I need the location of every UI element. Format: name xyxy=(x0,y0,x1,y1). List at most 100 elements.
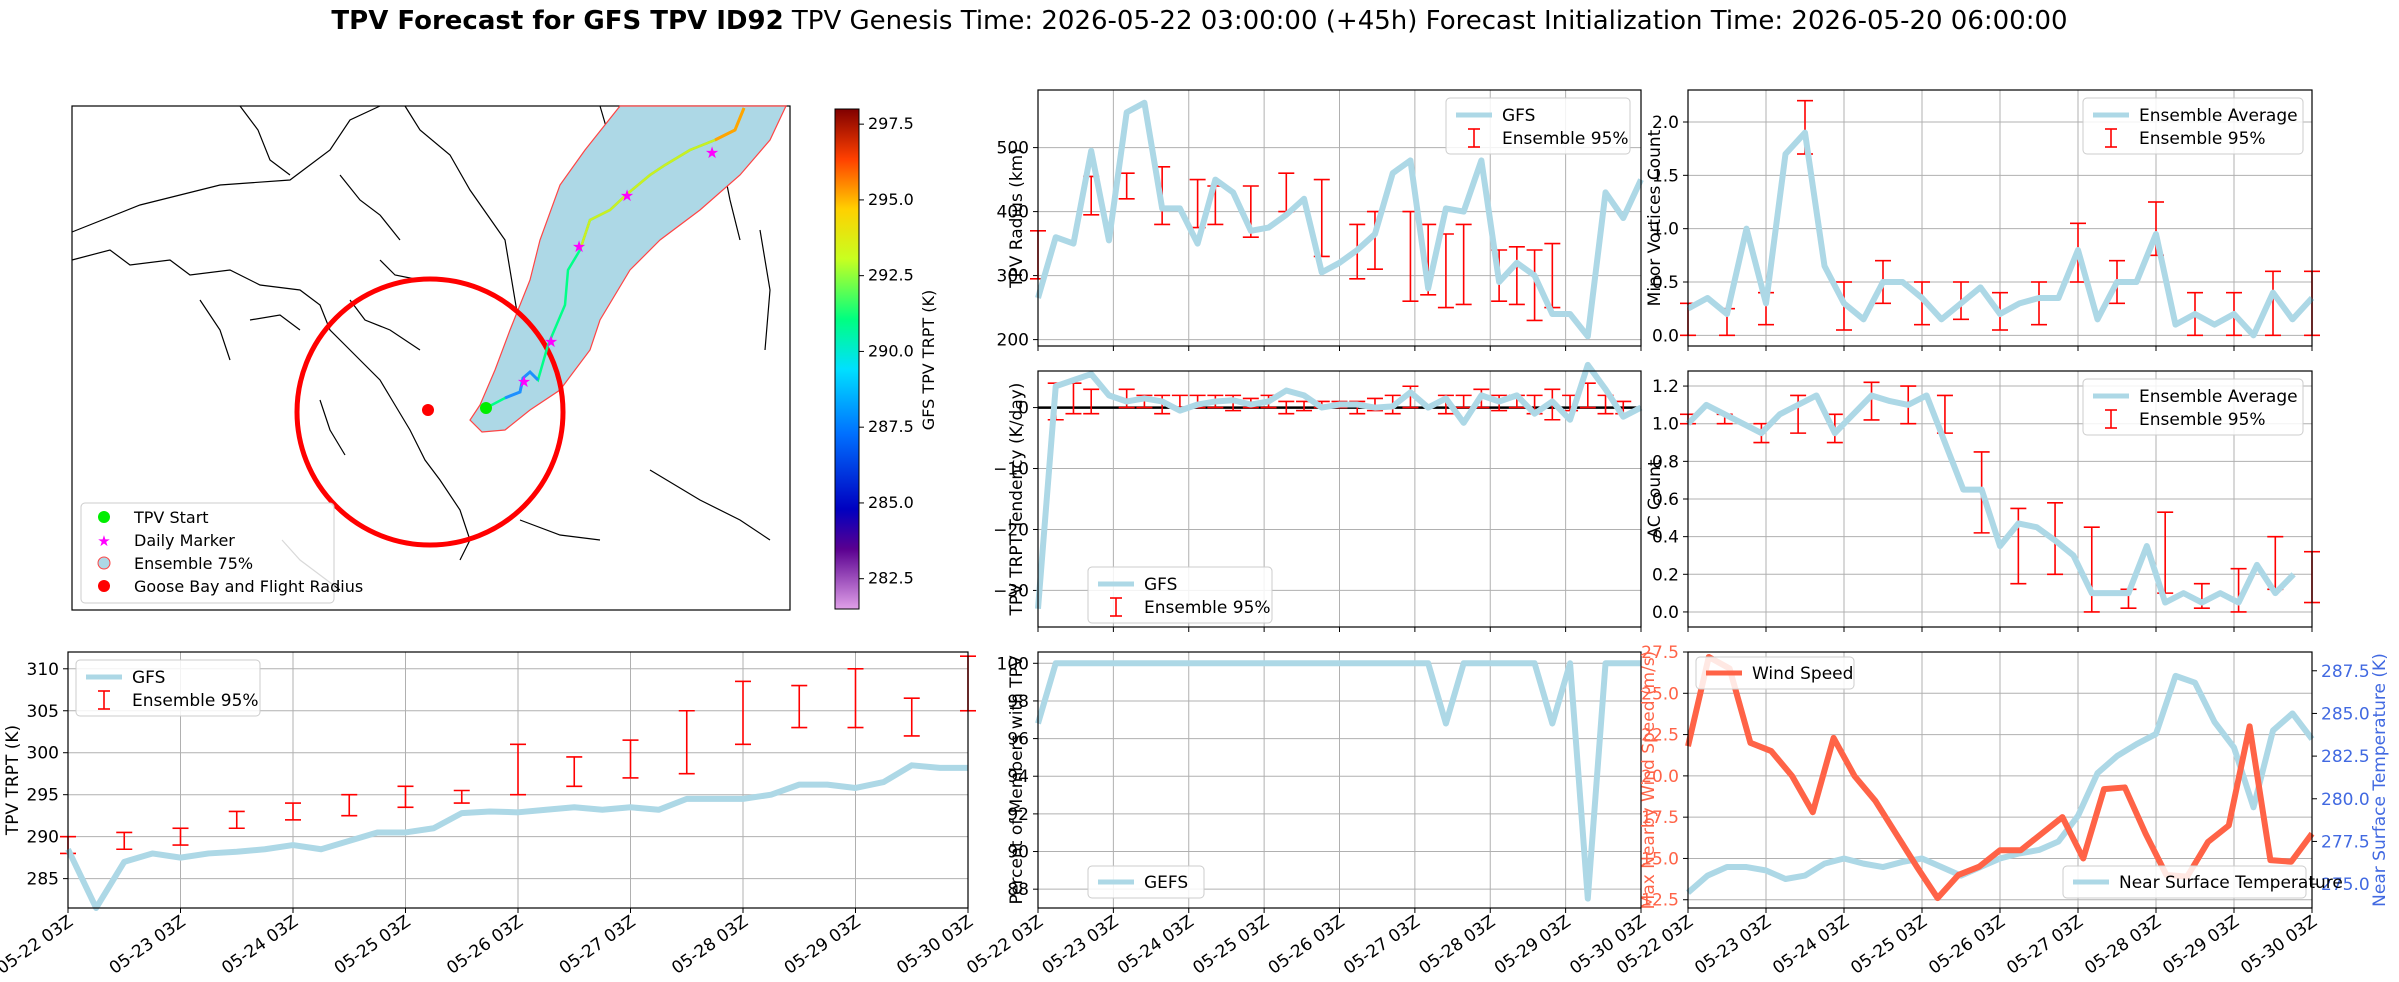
wind-speed-line xyxy=(1685,653,2315,902)
y-tick-label: 100 xyxy=(997,654,1029,674)
ac-count-panel: 0.0 0.2 0.4 0.6 0.8 1.0 1.2 AC Count Ensemble Av… xyxy=(1645,370,2320,632)
y-tick-label: 25.0 xyxy=(1641,684,1679,704)
wind-temperature-panel: 12.515.017.520.022.525.027.505-22 03Z05-… xyxy=(1613,643,2390,979)
y-tick-label: 1.0 xyxy=(1652,415,1679,435)
legend-label: Wind Speed xyxy=(1752,664,1853,684)
plot-frame xyxy=(1687,370,2313,628)
tpv-start-marker xyxy=(480,402,492,414)
y-axis-label: TPV TRPT (K) xyxy=(3,725,23,836)
daily-marker: ★ xyxy=(705,143,719,162)
y-tick-label: 310 xyxy=(27,660,59,680)
y2-tick-label: 280.0 xyxy=(2321,790,2370,810)
y-axis-label: TPV Radius (km) xyxy=(1007,148,1027,289)
plot-frame xyxy=(1037,651,1642,909)
tpv-track-cold xyxy=(504,369,540,400)
x-tick-label: 05-27 03Z xyxy=(1340,912,1424,979)
x-tick-label: 05-26 03Z xyxy=(443,912,527,979)
x-tick-label: 05-23 03Z xyxy=(1691,912,1775,979)
y-tick-label: 1.0 xyxy=(1652,220,1679,240)
legend-box xyxy=(1695,656,1855,690)
y-tick-label: 90 xyxy=(1007,843,1029,863)
y-tick-label: 0.2 xyxy=(1652,565,1679,585)
daily-marker: ★ xyxy=(517,372,531,391)
y-tick-label: 300 xyxy=(27,744,59,764)
legend-label: Ensemble 95% xyxy=(132,691,259,711)
y-tick-label: 290 xyxy=(27,828,59,848)
y-tick-label: 0.0 xyxy=(1652,603,1679,623)
y-tick-label: 15.0 xyxy=(1641,849,1679,869)
y-tick-label: 285 xyxy=(27,870,59,890)
legend-label: Goose Bay and Flight Radius xyxy=(134,577,363,596)
y-tick-label: −10 xyxy=(993,460,1029,480)
gefs-line xyxy=(1035,660,1641,902)
y-axis-label: Percent of Members with TPV xyxy=(1007,655,1027,904)
y-tick-label: 0.4 xyxy=(1652,528,1679,548)
legend-label: Ensemble 95% xyxy=(2139,410,2266,430)
legend-box xyxy=(1445,97,1631,155)
plot-frame xyxy=(1037,370,1642,628)
y-tick-label: 305 xyxy=(27,702,59,722)
y-tick-label: 92 xyxy=(1007,805,1029,825)
x-tick-label: 05-29 03Z xyxy=(781,912,865,979)
x-tick-label: 05-27 03Z xyxy=(2003,912,2087,979)
y-tick-label: −30 xyxy=(993,581,1029,601)
y-tick-label: 0.5 xyxy=(1652,273,1679,293)
colorbar-tick-label: 290.0 xyxy=(868,341,914,360)
y-tick-label: 20.0 xyxy=(1641,767,1679,787)
daily-marker: ★ xyxy=(620,186,634,205)
figure-title: TPV Forecast for GFS TPV ID92 TPV Genesi… xyxy=(331,6,2068,36)
y-tick-label: 88 xyxy=(1007,880,1029,900)
x-tick-label: 05-30 03Z xyxy=(893,912,977,979)
colorbar-tick-label: 285.0 xyxy=(868,493,914,512)
x-tick-label: 05-24 03Z xyxy=(1114,912,1198,979)
plot-frame xyxy=(67,651,969,909)
legend-label: Ensemble Average xyxy=(2139,106,2298,126)
legend-label: TPV Start xyxy=(133,508,209,527)
y2-tick-label: 287.5 xyxy=(2321,662,2370,682)
legend-label: GFS xyxy=(1144,575,1177,595)
colorbar-tick-label: 295.0 xyxy=(868,190,914,209)
x-tick-label: 05-23 03Z xyxy=(1039,912,1123,979)
svg-text:★: ★ xyxy=(97,532,110,550)
y-tick-label: 0.0 xyxy=(1652,326,1679,346)
y-tick-label: 98 xyxy=(1007,692,1029,712)
trpt-panel: 285 290 295 300 305 310 05-22 03Z 05-23 03Z 05-2… xyxy=(0,651,977,979)
colorbar-tick-label: 282.5 xyxy=(868,569,914,588)
colorbar-label: GFS TPV TRPT (K) xyxy=(919,290,938,430)
y-tick-label: 22.5 xyxy=(1641,726,1679,746)
gfs-line xyxy=(65,762,968,911)
tpv-track-hot xyxy=(714,107,746,142)
y-axis-label: Minor Vortices Count xyxy=(1645,129,1665,306)
y-tick-label: 0.8 xyxy=(1652,452,1679,472)
colorbar: 297.5 295.0 292.5 290.0 287.5 285.0 282.5 GFS … xyxy=(834,108,938,610)
legend-box xyxy=(1087,566,1273,624)
legend-box xyxy=(2062,865,2307,899)
legend-label: Ensemble 95% xyxy=(1502,129,1629,149)
legend-label: Near Surface Temperature xyxy=(2119,873,2343,893)
x-tick-label: 05-28 03Z xyxy=(668,912,752,979)
colorbar-tick-label: 292.5 xyxy=(868,266,914,285)
legend-label: Ensemble Average xyxy=(2139,387,2298,407)
y-tick-label: 12.5 xyxy=(1641,891,1679,911)
y-tick-label: 0 xyxy=(1018,399,1029,419)
legend-label: Ensemble 75% xyxy=(134,554,253,573)
plot-frame xyxy=(1687,651,2313,909)
legend-label: GEFS xyxy=(1144,873,1188,893)
legend-box xyxy=(2082,378,2304,436)
plot-frame xyxy=(1687,89,2313,347)
map-panel: ★ ★ ★ ★ ★ TPV Start ★ Daily Marker Ensem… xyxy=(71,105,938,611)
ensemble-average-line xyxy=(1686,129,2315,339)
legend-box xyxy=(2082,97,2304,155)
x-tick-label: 05-26 03Z xyxy=(1925,912,2009,979)
y2-tick-label: 285.0 xyxy=(2321,704,2370,724)
legend-box xyxy=(75,659,261,717)
legend-label: GFS xyxy=(1502,106,1535,126)
y2-axis-label: Near Surface Temperature (K) xyxy=(2370,653,2390,907)
y-tick-label: 27.5 xyxy=(1641,643,1679,663)
goose-bay-marker xyxy=(422,404,434,416)
y-tick-label: 1.2 xyxy=(1652,377,1679,397)
daily-marker: ★ xyxy=(572,237,586,256)
